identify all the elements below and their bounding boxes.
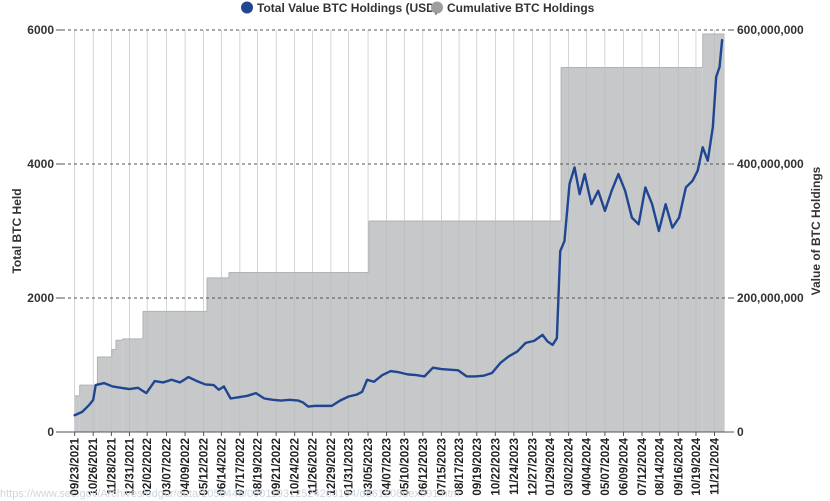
area-step-bar <box>207 277 229 432</box>
y-left-tick-label: 4000 <box>27 157 54 171</box>
area-step-bar <box>368 220 562 432</box>
y-right-tick-label: 0 <box>737 425 744 439</box>
x-tick-label: 07/15/2023 <box>436 438 448 496</box>
legend-label: Cumulative BTC Holdings <box>447 1 595 15</box>
y-left-tick-label: 0 <box>47 425 54 439</box>
x-tick-label: 08/19/2022 <box>253 438 265 496</box>
x-tick-label: 01/29/2024 <box>545 437 557 495</box>
x-tick-label: 06/12/2023 <box>418 438 430 496</box>
x-tick-label: 11/28/2021 <box>106 437 118 495</box>
legend: Total Value BTC Holdings (USD) Cumulative… <box>241 1 595 15</box>
x-tick-label: 10/19/2024 <box>691 437 703 495</box>
x-tick-label: 11/21/2024 <box>710 437 722 495</box>
x-tick-label: 10/26/2021 <box>88 437 100 495</box>
x-tick-label: 05/12/2022 <box>199 438 211 496</box>
area-step-bar <box>111 349 116 432</box>
x-tick-label: 05/07/2024 <box>600 437 612 495</box>
axis-layer: 0 2000 4000 6000 0 200,000,000 400,000,000 600,… <box>10 23 823 496</box>
area-step-bar <box>702 34 725 433</box>
x-tick-label: 11/26/2022 <box>307 438 319 495</box>
area-layer <box>74 33 725 433</box>
x-tick-label: 01/31/2023 <box>344 438 356 496</box>
area-step-bar <box>97 356 112 432</box>
x-tick-label: 07/12/2024 <box>637 437 649 495</box>
x-tick-label: 03/05/2023 <box>363 438 375 496</box>
x-tick-label: 04/04/2024 <box>581 437 593 495</box>
x-tick-label: 05/10/2023 <box>399 438 411 496</box>
line-layer <box>73 38 724 417</box>
legend-marker <box>431 1 443 14</box>
x-tick-label: 03/02/2024 <box>564 437 576 495</box>
y-left-tick-label: 2000 <box>27 291 54 305</box>
source-url-watermark: https://www.sec.gov/Archives/edgar/data/… <box>0 488 460 500</box>
y-left-axis-title: Total BTC Held <box>10 188 24 273</box>
x-tick-label: 03/07/2022 <box>162 438 174 496</box>
x-tick-label: 04/07/2023 <box>382 438 394 496</box>
value-line <box>73 38 724 417</box>
x-tick-label: 11/24/2023 <box>509 438 521 495</box>
y-right-tick-label: 600,000,000 <box>737 23 804 37</box>
x-tick-label: 06/14/2022 <box>216 438 228 496</box>
area-step-bar <box>115 340 123 432</box>
area-step-bar <box>96 385 98 432</box>
area-step-bar <box>561 67 703 433</box>
x-tick-label: 04/09/2022 <box>180 438 192 496</box>
grid-layer <box>62 29 728 432</box>
x-tick-label: 09/19/2023 <box>472 438 484 496</box>
x-tick-label: 08/17/2023 <box>454 438 466 496</box>
x-tick-label: 08/14/2024 <box>655 437 667 495</box>
area-step-bar <box>228 272 369 432</box>
x-tick-label: 02/02/2022 <box>142 438 154 496</box>
x-tick-label: 07/17/2022 <box>235 438 247 496</box>
x-tick-label: 12/27/2023 <box>527 438 539 496</box>
x-tick-label: 09/23/2021 <box>70 437 82 495</box>
y-right-tick-label: 200,000,000 <box>737 291 804 305</box>
area-step-bar <box>142 311 208 432</box>
x-tick-label: 09/21/2022 <box>271 438 283 496</box>
area-step-bar <box>122 338 143 432</box>
x-tick-label: 12/31/2021 <box>124 437 136 495</box>
legend-marker <box>241 1 253 14</box>
x-tick-label: 10/22/2023 <box>490 438 502 496</box>
x-tick-label: 09/16/2024 <box>673 437 685 495</box>
area-step-bar <box>79 385 97 432</box>
y-left-tick-label: 6000 <box>27 23 54 37</box>
x-tick-label: 10/24/2022 <box>290 438 302 496</box>
x-tick-label: 12/29/2022 <box>326 438 338 496</box>
legend-label: Total Value BTC Holdings (USD) <box>257 1 439 15</box>
y-right-axis-title: Value of BTC Holdings <box>809 166 823 295</box>
x-tick-label: 06/09/2024 <box>618 437 630 495</box>
y-right-tick-label: 400,000,000 <box>737 157 804 171</box>
